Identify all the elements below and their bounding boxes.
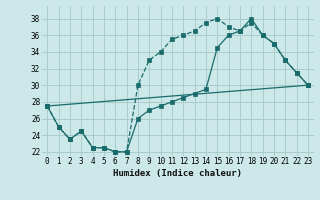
X-axis label: Humidex (Indice chaleur): Humidex (Indice chaleur) [113,169,242,178]
